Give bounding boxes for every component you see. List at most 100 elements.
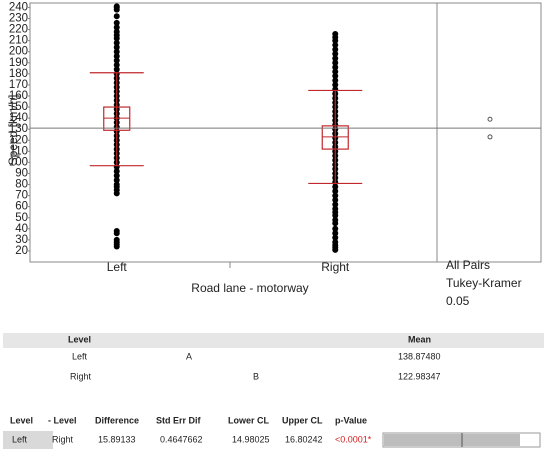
data-point [332, 42, 339, 49]
y-tick-label: 90 [15, 167, 28, 179]
cell: <0.0001* [335, 434, 372, 444]
y-tick-label: 200 [9, 46, 28, 58]
comparison-label: All Pairs [446, 258, 490, 272]
header-cell: - Level [48, 415, 77, 425]
cell: 122.98347 [398, 371, 441, 381]
y-tick-label: 50 [15, 212, 28, 224]
header-cell: Std Err Dif [156, 415, 202, 425]
data-point [332, 55, 339, 62]
table-header [3, 333, 544, 348]
y-tick-label: 210 [9, 35, 28, 47]
y-tick-label: 170 [9, 79, 28, 91]
y-tick-label: 30 [15, 234, 28, 246]
comparison-circle [487, 116, 493, 122]
cell: Left [12, 434, 28, 444]
cell: 138.87480 [398, 351, 441, 361]
data-point [113, 44, 120, 51]
data-point [113, 39, 120, 46]
data-point [332, 68, 339, 75]
y-tick-label: 20 [15, 245, 28, 257]
data-point [113, 3, 120, 10]
cell: 14.98025 [232, 434, 270, 444]
y-tick-label: 80 [15, 179, 28, 191]
data-point [332, 50, 339, 57]
data-point [113, 228, 120, 235]
difference-table: Level - Level Difference Std Err Dif Low… [3, 415, 541, 449]
data-point [332, 188, 339, 195]
data-point [332, 205, 339, 212]
y-tick-label: 180 [9, 68, 28, 80]
level-table: Level Mean Left A 138.87480 Right B 122.… [3, 333, 544, 381]
data-point [113, 28, 120, 35]
cell: Right [70, 371, 92, 381]
row-label-bg [3, 431, 53, 449]
data-point [113, 24, 120, 31]
y-tick-label: 160 [9, 90, 28, 102]
y-tick-label: 110 [10, 145, 28, 157]
data-point [332, 201, 339, 208]
y-tick-label: 60 [15, 201, 28, 213]
data-point [113, 168, 120, 175]
data-point [332, 192, 339, 199]
cell: B [253, 371, 259, 381]
data-point [332, 183, 339, 190]
header-cell: Level [68, 334, 91, 344]
data-point [332, 216, 339, 223]
y-tick-label: 120 [9, 134, 28, 146]
comparison-circle [487, 134, 493, 140]
y-axis-label: Speed [km/h] [6, 95, 20, 166]
data-point [332, 64, 339, 71]
x-tick-label: Left [107, 260, 128, 274]
data-point [113, 61, 120, 68]
data-point [113, 66, 120, 73]
diff-bar [384, 434, 520, 446]
data-point [113, 13, 120, 20]
data-point [332, 81, 339, 88]
cell: 15.89133 [98, 434, 136, 444]
data-point [332, 225, 339, 232]
y-tick-label: 130 [9, 123, 28, 135]
y-tick-label: 100 [9, 156, 28, 168]
data-point [332, 59, 339, 66]
comparison-label: 0.05 [446, 294, 470, 308]
data-point [332, 73, 339, 80]
data-point [332, 234, 339, 241]
cell: Left [72, 351, 88, 361]
data-point [332, 230, 339, 237]
y-tick-label: 40 [15, 223, 28, 235]
y-tick-label: 230 [9, 13, 28, 25]
cell: 16.80242 [285, 434, 323, 444]
y-tick-label: 70 [15, 190, 28, 202]
data-point [332, 30, 339, 37]
data-point [332, 239, 339, 246]
y-tick-label: 220 [9, 24, 28, 36]
data-point [332, 77, 339, 84]
cell: 0.4647662 [160, 434, 203, 444]
y-tick-label: 190 [9, 57, 28, 69]
comparison-label: Tukey-Kramer [446, 276, 522, 290]
data-point [113, 172, 120, 179]
y-tick-label: 140 [9, 112, 28, 124]
header-cell: Difference [95, 415, 139, 425]
header-cell: Level [10, 415, 33, 425]
y-tick-label: 240 [9, 1, 28, 13]
data-point [113, 177, 120, 184]
x-tick-label: Right [321, 260, 350, 274]
data-point [113, 48, 120, 55]
cell: Right [52, 434, 74, 444]
data-point [332, 46, 339, 53]
data-point [113, 53, 120, 60]
y-tick-label: 150 [9, 101, 28, 113]
cell: A [186, 351, 192, 361]
plot-frame [29, 2, 542, 263]
data-point [113, 57, 120, 64]
x-axis-label: Road lane - motorway [191, 281, 308, 295]
data-point [113, 181, 120, 188]
header-cell: Lower CL [228, 415, 270, 425]
data-point [332, 197, 339, 204]
header-cell: Upper CL [282, 415, 323, 425]
header-cell: Mean [408, 334, 431, 344]
header-cell: p-Value [335, 415, 367, 425]
data-point [113, 236, 120, 243]
